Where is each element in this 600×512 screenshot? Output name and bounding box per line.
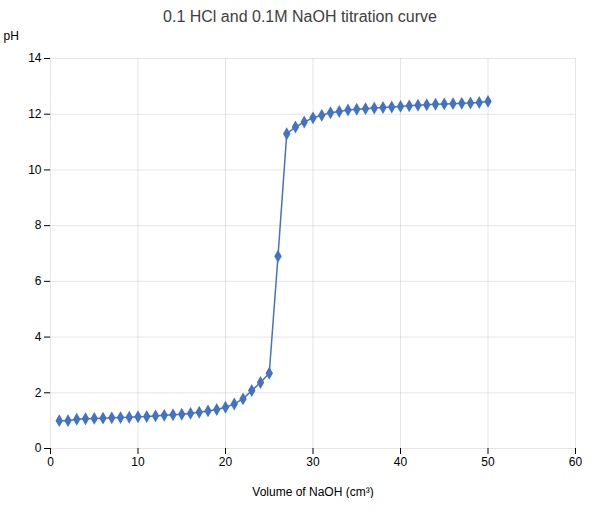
svg-text:0: 0 (47, 455, 54, 469)
svg-text:12: 12 (28, 107, 42, 121)
svg-text:40: 40 (394, 455, 408, 469)
svg-text:14: 14 (28, 51, 42, 65)
svg-text:6: 6 (35, 274, 42, 288)
svg-text:pH: pH (4, 29, 19, 43)
svg-text:2: 2 (35, 386, 42, 400)
html-text:0.1 HCl and 0.1M NaOH titratio: 0.1 HCl and 0.1M NaOH titration curve (163, 8, 437, 25)
svg-text:30: 30 (306, 455, 320, 469)
svg-text:50: 50 (481, 455, 495, 469)
svg-text:8: 8 (35, 218, 42, 232)
svg-text:20: 20 (219, 455, 233, 469)
svg-text:Volume of NaOH (cm³): Volume of NaOH (cm³) (252, 485, 373, 499)
svg-text:4: 4 (35, 330, 42, 344)
svg-text:60: 60 (569, 455, 583, 469)
svg-text:0: 0 (35, 441, 42, 455)
svg-text:10: 10 (28, 163, 42, 177)
svg-text:10: 10 (131, 455, 145, 469)
